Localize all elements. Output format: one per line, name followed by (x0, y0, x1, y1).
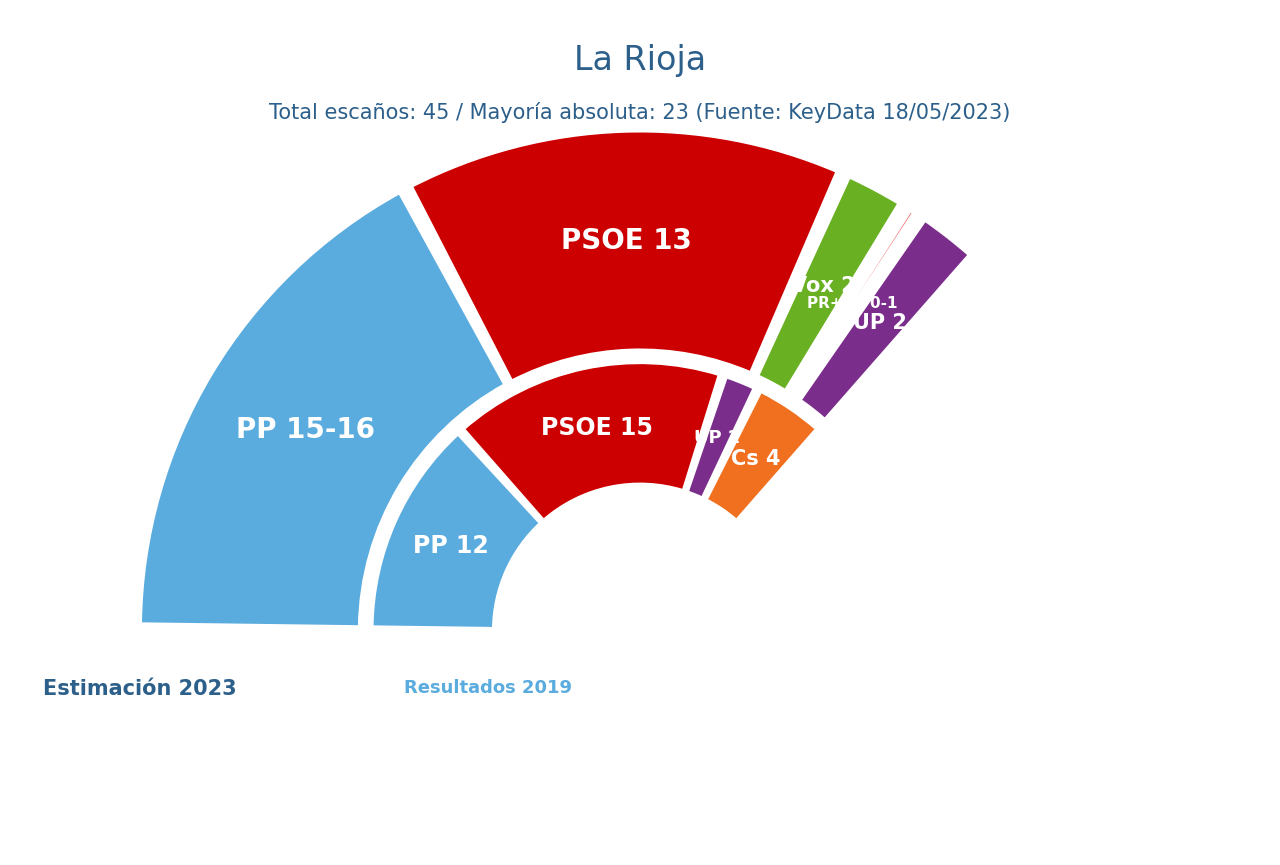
Wedge shape (791, 210, 914, 396)
Wedge shape (141, 192, 506, 627)
Text: PSOE 15: PSOE 15 (541, 416, 653, 440)
Wedge shape (463, 362, 719, 521)
Wedge shape (687, 376, 754, 498)
Wedge shape (705, 391, 817, 521)
Wedge shape (371, 433, 540, 629)
Text: UP 2: UP 2 (854, 313, 908, 333)
Text: PP 15-16: PP 15-16 (236, 416, 375, 444)
Text: La Rioja: La Rioja (573, 44, 707, 77)
Text: Total escaños: 45 / Mayoría absoluta: 23 (Fuente: KeyData 18/05/2023): Total escaños: 45 / Mayoría absoluta: 23… (269, 102, 1011, 123)
Wedge shape (758, 176, 900, 391)
Text: PP 12: PP 12 (413, 535, 489, 558)
Text: Vox 2: Vox 2 (791, 276, 855, 296)
Wedge shape (411, 131, 837, 381)
Text: Cs 4: Cs 4 (731, 449, 781, 469)
Wedge shape (800, 220, 969, 420)
Text: PSOE 13: PSOE 13 (561, 227, 691, 254)
Text: Resultados 2019: Resultados 2019 (403, 679, 572, 697)
Text: Estimación 2023: Estimación 2023 (44, 679, 237, 700)
Text: PR+EV 0-1: PR+EV 0-1 (808, 296, 897, 311)
Text: UP 2: UP 2 (695, 429, 741, 447)
